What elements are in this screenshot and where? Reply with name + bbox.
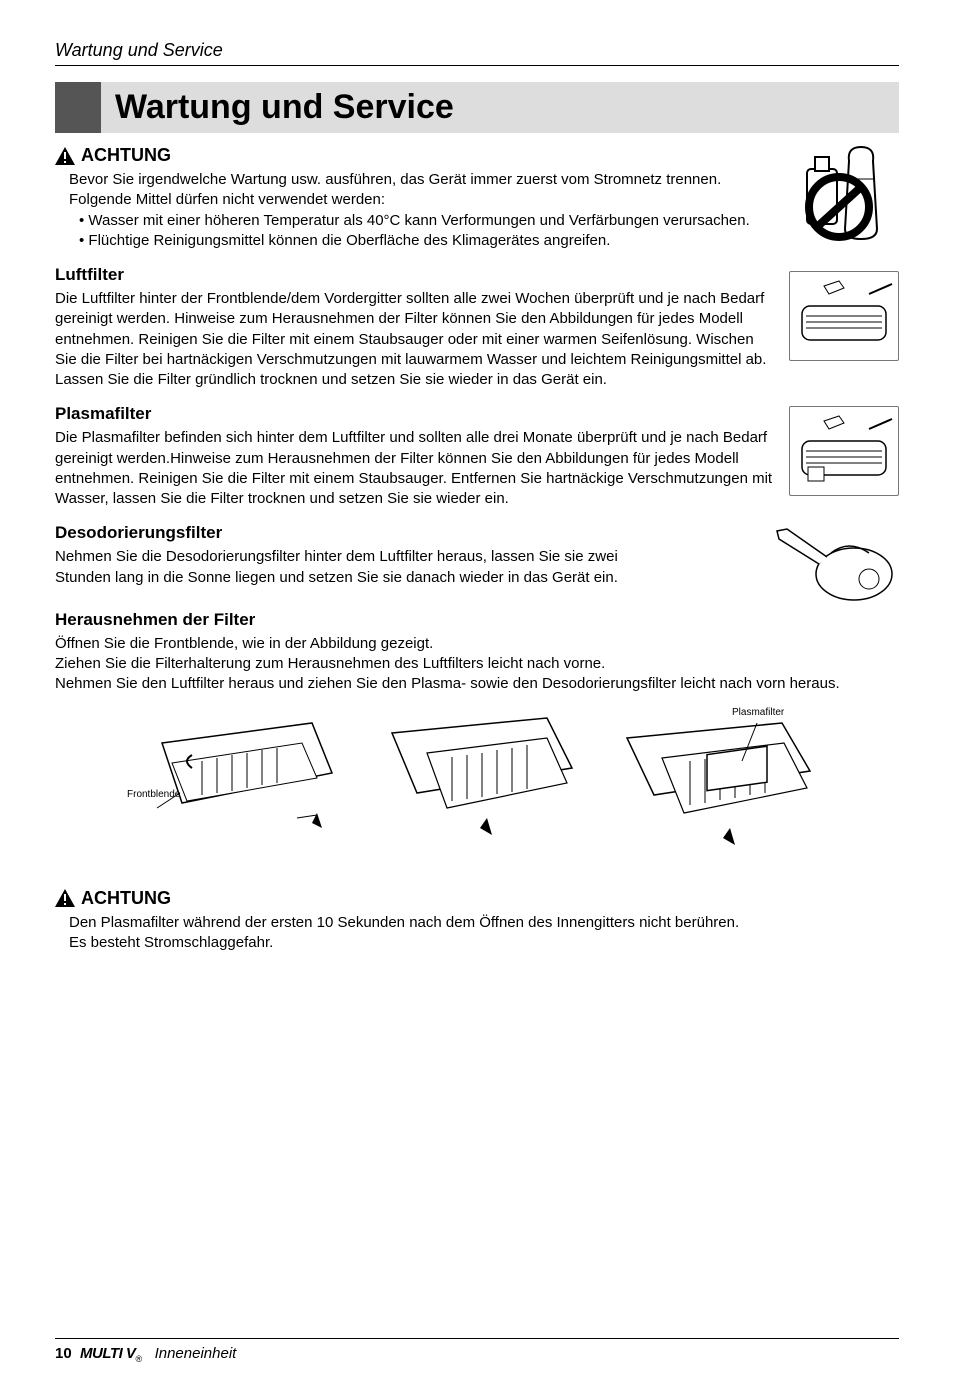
- achtung1-bullet2: • Flüchtige Reinigungsmittel können die …: [79, 231, 789, 251]
- achtung-heading-1: ACHTUNG: [55, 145, 899, 166]
- figure-plasmafilter: Plasmafilter: [612, 713, 822, 858]
- heraus-line3: Nehmen Sie den Luftfilter heraus und zie…: [55, 674, 895, 694]
- heraus-section: Herausnehmen der Filter Öffnen Sie die F…: [55, 610, 899, 858]
- achtung1-line1: Bevor Sie irgendwelche Wartung usw. ausf…: [69, 170, 789, 190]
- plasma-heading: Plasmafilter: [55, 404, 899, 424]
- luftfilter-section: Luftfilter Die Luftfilter hinter der Fro…: [55, 265, 899, 390]
- heraus-heading: Herausnehmen der Filter: [55, 610, 899, 630]
- no-solvent-icon: [789, 139, 899, 252]
- warning-icon: [55, 147, 75, 165]
- heraus-line2: Ziehen Sie die Filterhalterung zum Herau…: [55, 654, 895, 674]
- achtung2-line2: Es besteht Stromschlaggefahr.: [69, 933, 889, 953]
- filter-figure-row: Frontblende: [55, 713, 899, 858]
- achtung1-line2: Folgende Mittel dürfen nicht verwendet w…: [69, 190, 789, 210]
- achtung-label-2: ACHTUNG: [81, 888, 171, 909]
- plasma-body: Die Plasmafilter befinden sich hinter de…: [55, 428, 775, 509]
- achtung1-bullet1: • Wasser mit einer höheren Temperatur al…: [79, 211, 789, 231]
- achtung-label-1: ACHTUNG: [81, 145, 171, 166]
- footer-unit: Inneneinheit: [155, 1345, 237, 1362]
- warning-icon: [55, 889, 75, 907]
- title-block-accent: [55, 82, 101, 133]
- footer-brand: MULTI V: [80, 1345, 135, 1362]
- desodor-body: Nehmen Sie die Desodorierungsfilter hint…: [55, 547, 675, 588]
- achtung-heading-2: ACHTUNG: [55, 888, 899, 909]
- plasma-section: Plasmafilter Die Plasmafilter befinden s…: [55, 404, 899, 509]
- plasma-illustration: [789, 406, 899, 496]
- desodor-section: Desodorierungsfilter Nehmen Sie die Deso…: [55, 523, 899, 588]
- page-title: Wartung und Service: [101, 82, 899, 133]
- title-bar: Wartung und Service: [55, 82, 899, 133]
- luftfilter-heading: Luftfilter: [55, 265, 899, 285]
- vacuum-illustration: [769, 519, 899, 614]
- achtung-section-1: ACHTUNG Bevor Sie irgendwelche Wartung u…: [55, 145, 899, 251]
- running-head: Wartung und Service: [55, 40, 899, 61]
- footer-page-number: 10: [55, 1345, 72, 1362]
- figure-frontblende: Frontblende: [132, 713, 342, 858]
- label-plasmafilter: Plasmafilter: [732, 707, 784, 718]
- footer-rule: [55, 1338, 899, 1339]
- luftfilter-illustration: [789, 271, 899, 361]
- achtung-section-2: ACHTUNG Den Plasmafilter während der ers…: [55, 888, 899, 954]
- achtung2-line1: Den Plasmafilter während der ersten 10 S…: [69, 913, 889, 933]
- figure-remove-filter: [372, 713, 582, 858]
- top-rule: [55, 65, 899, 66]
- page-footer: 10 MULTI V® Inneneinheit: [55, 1338, 899, 1364]
- label-frontblende: Frontblende: [127, 789, 180, 800]
- heraus-line1: Öffnen Sie die Frontblende, wie in der A…: [55, 634, 895, 654]
- luftfilter-body: Die Luftfilter hinter der Frontblende/de…: [55, 289, 775, 390]
